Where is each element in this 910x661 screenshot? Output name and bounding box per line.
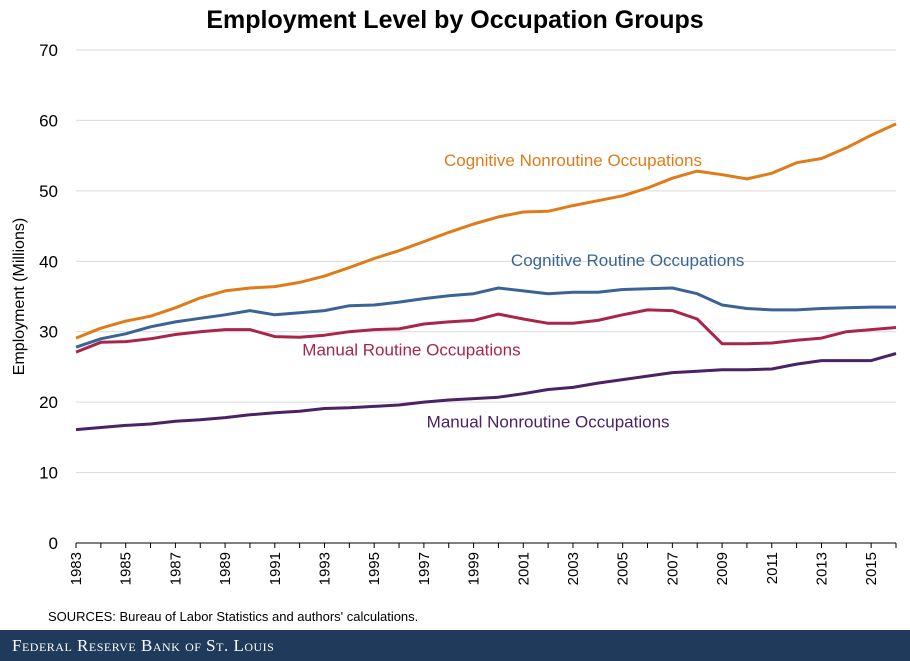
series-label-3: Manual Routine Occupations (302, 341, 520, 360)
series-line-2 (75, 286, 896, 349)
chart-title: Employment Level by Occupation Groups (206, 6, 704, 34)
series-line-1 (75, 122, 897, 340)
y-tick-label: 0 (49, 534, 58, 553)
x-tick-label: 2007 (664, 552, 681, 585)
x-tick-label: 2013 (813, 552, 830, 585)
y-tick-label: 40 (39, 252, 58, 271)
y-tick-label: 10 (39, 464, 58, 483)
x-tick-label: 2015 (863, 552, 880, 585)
x-tick-label: 2003 (565, 552, 582, 585)
x-tick-label: 1999 (466, 552, 483, 585)
x-tick-label: 1987 (167, 552, 184, 585)
x-tick-label: 2011 (764, 552, 781, 584)
source-note: SOURCES: Bureau of Labor Statistics and … (48, 609, 419, 624)
y-tick-label: 30 (39, 323, 58, 342)
x-tick-label: 1995 (366, 552, 383, 585)
y-tick-label: 20 (39, 393, 58, 412)
series-label-2: Cognitive Routine Occupations (511, 251, 744, 270)
y-tick-label: 50 (39, 182, 58, 201)
x-tick-label: 2005 (615, 552, 632, 585)
x-tick-label: 1991 (267, 552, 284, 585)
y-tick-label: 70 (39, 41, 58, 60)
x-tick-label: 1983 (68, 552, 85, 585)
y-axis-label: Employment (Millions) (11, 218, 28, 375)
series-line-4 (75, 352, 897, 432)
x-tick-label: 1997 (416, 552, 433, 585)
x-tick-label: 1993 (316, 552, 333, 585)
footer-banner: Federal Reserve Bank of St. Louis (0, 630, 910, 661)
series-label-4: Manual Nonroutine Occupations (427, 412, 670, 431)
footer-text: Federal Reserve Bank of St. Louis (12, 636, 275, 655)
x-tick-label: 1989 (217, 552, 234, 585)
series-label-1: Cognitive Nonroutine Occupations (444, 151, 702, 170)
x-tick-label: 1985 (118, 552, 135, 585)
x-tick-label: 2009 (714, 552, 731, 585)
y-tick-label: 60 (39, 111, 58, 130)
series-line-3 (75, 308, 897, 354)
x-tick-label: 2001 (515, 552, 532, 585)
